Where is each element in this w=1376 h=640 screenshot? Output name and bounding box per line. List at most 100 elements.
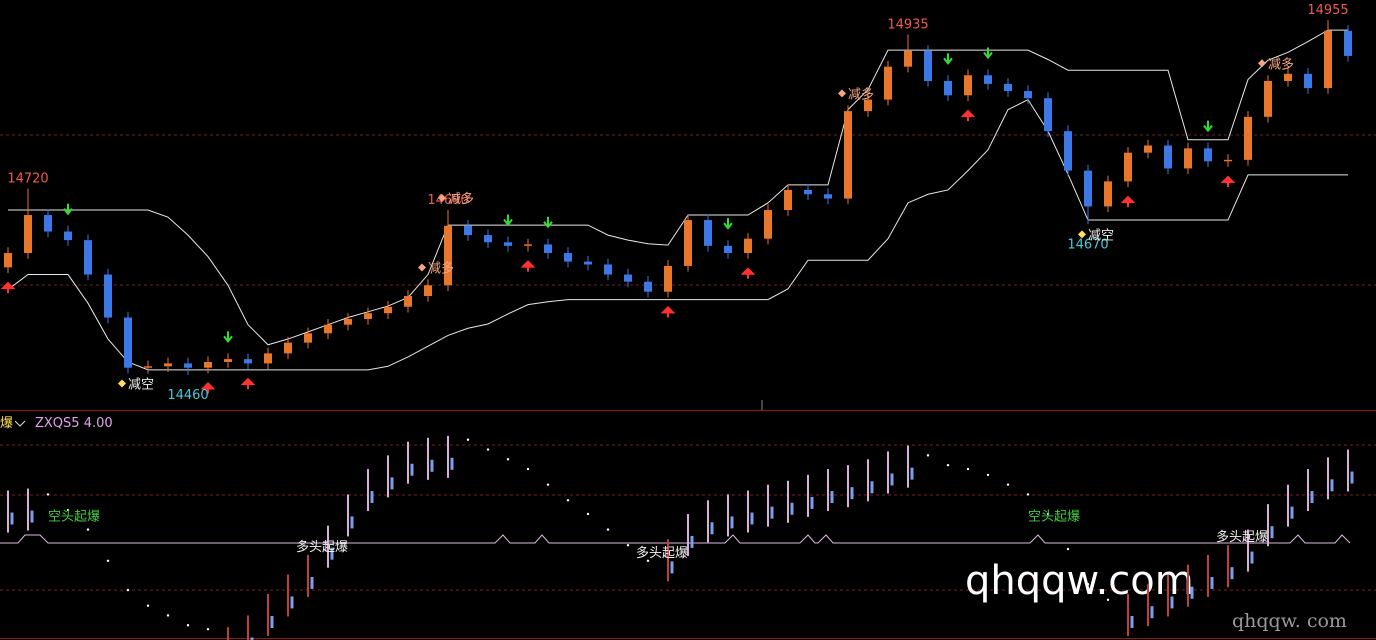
price-label: 14690 — [427, 193, 468, 208]
indicator-dot — [106, 559, 110, 563]
band-line — [8, 29, 1348, 346]
indicator-dot — [926, 454, 930, 457]
buy-arrow — [1220, 175, 1236, 188]
indicator-dot — [546, 483, 550, 486]
candle-body — [424, 285, 432, 297]
indicator-dot — [1006, 483, 1010, 486]
indicator-name-fragment: 爆 — [0, 416, 13, 431]
candle-body — [304, 333, 312, 343]
buy-arrow — [200, 382, 216, 394]
candle-body — [344, 318, 352, 325]
indicator-dot — [1046, 512, 1050, 516]
candle-body — [204, 361, 212, 368]
candle-body — [984, 75, 992, 84]
indicator-dot — [146, 604, 150, 607]
signal-label: 减多 — [448, 191, 474, 207]
candle-body — [904, 50, 912, 67]
indicator-dot — [466, 438, 470, 441]
indicator-dot — [46, 493, 50, 496]
candle-body — [384, 306, 392, 314]
indicator-annotation: 多头起爆 — [1216, 529, 1268, 545]
candle-body — [324, 324, 332, 334]
candle-body — [1064, 131, 1072, 171]
signal-label: 减多 — [1268, 56, 1294, 72]
buy-arrow — [520, 260, 536, 272]
indicator-annotation: 空头起爆 — [48, 509, 100, 524]
buy-arrow — [660, 306, 676, 318]
price-label: 14670 — [1067, 237, 1108, 252]
candle-body — [924, 50, 932, 81]
candle-body — [1184, 148, 1192, 169]
indicator-title: ZXQS5 4.00 — [35, 416, 113, 431]
candle-body — [964, 75, 972, 96]
candle-body — [244, 359, 252, 364]
candle-body — [824, 194, 832, 199]
candle-body — [364, 313, 372, 319]
candle-body — [284, 342, 292, 354]
indicator-dot — [526, 467, 530, 471]
indicator-dot — [1086, 583, 1090, 586]
candle-body — [1244, 116, 1252, 160]
signal-diamond — [1078, 230, 1086, 239]
sell-arrow — [223, 331, 233, 343]
indicator-dot — [506, 458, 510, 461]
candle-body — [604, 264, 612, 275]
indicator-dot — [186, 624, 190, 627]
buy-arrow — [960, 109, 976, 122]
candle-body — [84, 240, 92, 275]
sell-arrow — [983, 47, 993, 60]
candle-body — [804, 189, 812, 195]
candle-body — [744, 238, 752, 254]
candle-body — [844, 111, 852, 199]
candle-body — [1024, 91, 1032, 99]
candle-body — [1224, 159, 1232, 162]
candle-body — [164, 363, 172, 367]
signal-line — [0, 534, 1351, 544]
candle-body — [504, 242, 512, 246]
indicator-dot — [1066, 547, 1070, 551]
candle-body — [184, 363, 192, 368]
candle-body — [544, 244, 552, 254]
indicator-dot — [606, 528, 610, 531]
indicator-dot — [486, 448, 490, 451]
buy-arrow — [740, 267, 756, 279]
dropdown-chevron — [14, 420, 26, 427]
indicator-dot — [1106, 598, 1110, 602]
candle-body — [1144, 145, 1152, 153]
indicator-dot — [626, 543, 630, 547]
indicator-dot — [566, 499, 570, 502]
candle-body — [224, 359, 232, 362]
candle-body — [784, 189, 792, 211]
candle-body — [444, 225, 452, 286]
footer-mark: qhqqw. com — [1232, 610, 1347, 632]
sell-arrow — [723, 218, 733, 230]
indicator-dot — [206, 627, 210, 631]
signal-diamond — [118, 379, 126, 388]
sell-arrow — [503, 214, 513, 227]
indicator-dot — [966, 467, 970, 471]
indicator-annotation: 多头起爆 — [636, 545, 688, 561]
candle-body — [64, 231, 72, 241]
candle-body — [644, 281, 652, 292]
candle-body — [1204, 148, 1212, 162]
candle-body — [24, 215, 32, 254]
price-label: 14460 — [167, 388, 208, 403]
price-label: 14935 — [887, 17, 928, 32]
candle-body — [624, 274, 632, 282]
candle-body — [1104, 181, 1112, 207]
indicator-dot — [646, 559, 650, 563]
candle-body — [264, 353, 272, 364]
candle-body — [44, 215, 52, 232]
indicator-annotation: 多头起爆 — [296, 539, 348, 555]
buy-arrow — [0, 281, 16, 294]
signal-diamond — [1258, 59, 1266, 68]
candle-body — [684, 220, 692, 266]
signal-label: 减多 — [428, 261, 454, 277]
candle-body — [1004, 83, 1012, 92]
signal-diamond — [438, 194, 446, 203]
indicator-dot — [126, 588, 130, 592]
candle-body — [464, 225, 472, 236]
candle-body — [484, 235, 492, 243]
sell-arrow — [1203, 120, 1213, 133]
